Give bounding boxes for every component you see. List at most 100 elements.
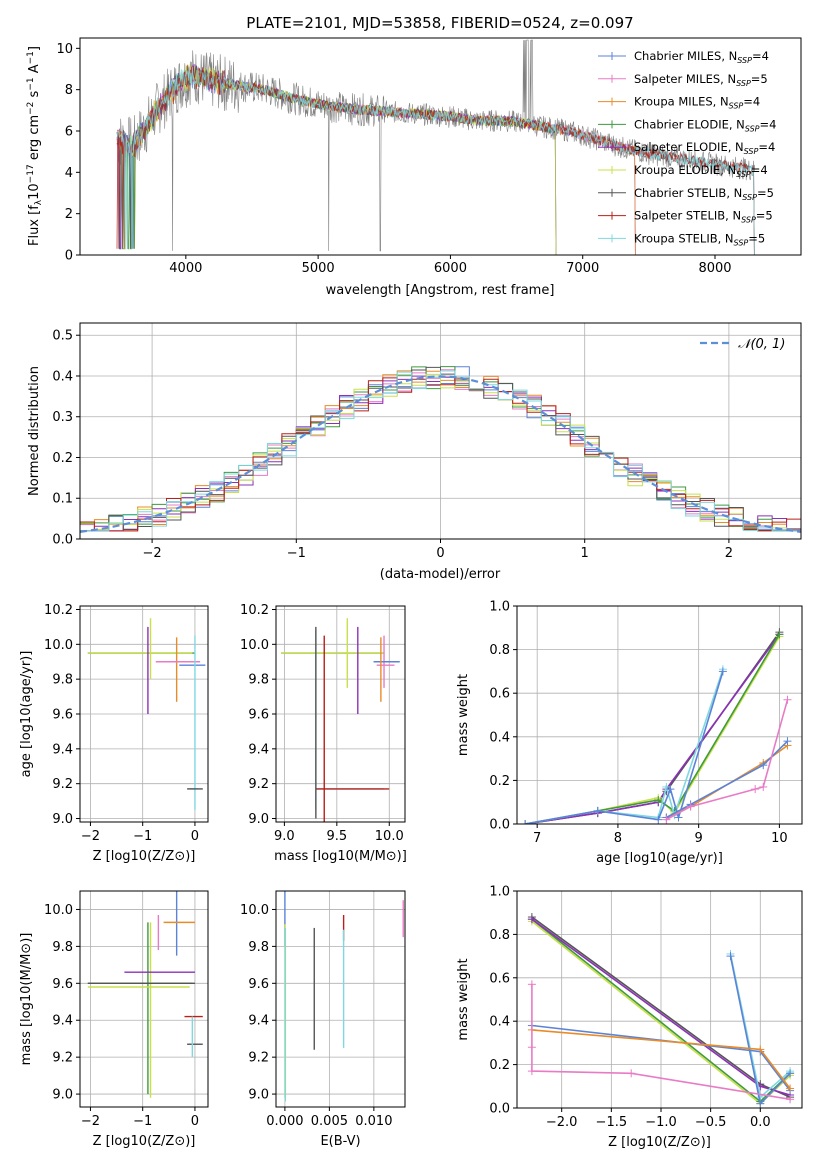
ylabel-part: −1: [26, 51, 36, 64]
legend-sub: SSP: [736, 79, 751, 88]
age_vs_mass-ytick-label: 9.4: [248, 742, 269, 757]
weight_vs_age-ytick-label: 0.6: [489, 687, 510, 702]
age_vs_Z-ytick-label: 10.0: [44, 638, 73, 653]
weight_vs_age-marks: [521, 628, 792, 824]
legend-count: =5: [748, 231, 765, 245]
weight_vs_age-panel: 7 8 9 10 0.0 0.2 0.4 0.6 0.8 1.0 age [log10(age/yr…: [456, 600, 803, 866]
legend-name: Salpeter ELODIE, N: [634, 140, 744, 154]
weight_vs_Z-ytick-label: 1.0: [489, 885, 510, 900]
legend-count: =5: [757, 186, 774, 200]
weight_vs_Z-xtick-label: −2.0: [546, 1115, 578, 1130]
legend-name: Kroupa STELIB, N: [634, 231, 734, 245]
residual-histograms: [80, 366, 801, 533]
mass_vs_ebv-xtick-label: 0.000: [266, 1114, 303, 1129]
legend-label-2: Kroupa MILES, NSSP=4: [634, 95, 760, 111]
mass_vs_Z-frame: [79, 890, 209, 1108]
age_vs_mass-panel: 9.0 9.5 10.0 9.0 9.2 9.4 9.6 9.8 10.0 10.2 mass [l…: [240, 603, 407, 864]
legend-label-7: Salpeter STELIB, NSSP=5: [634, 209, 773, 225]
weight_vs_Z-ylabel: mass weight: [456, 958, 471, 1040]
age_vs_mass-ytick-label: 9.2: [248, 777, 269, 792]
mass_vs_Z-ytick-label: 10.0: [44, 903, 73, 918]
weight_vs_age-line-1: [524, 633, 781, 824]
spectrum-frame: [79, 37, 802, 256]
spectrum-panel: PLATE=2101, MJD=53858, FIBERID=0524, z=0…: [26, 14, 802, 298]
age_vs_Z-ytick-label: 9.2: [52, 777, 73, 792]
residual-panel: (data-model)/error Normed distribution −…: [27, 322, 802, 582]
age_vs_mass-marks: [281, 618, 400, 822]
residual-ytick-label: 0.4: [52, 369, 73, 384]
weight_vs_Z-frame: [516, 890, 803, 1109]
spectrum-xlabel: wavelength [Angstrom, rest frame]: [326, 283, 555, 298]
spectrum-xtick-label: 5000: [302, 261, 335, 276]
legend-sub: SSP: [736, 170, 751, 179]
weight_vs_Z-xtick-label: −0.5: [695, 1115, 727, 1130]
residual-xtick-label: −1: [287, 546, 306, 561]
ylabel-part: −2: [26, 102, 36, 115]
weight_vs_age-line-2: [524, 636, 781, 824]
legend-name: Kroupa ELODIE, N: [634, 163, 736, 177]
model-line-1: [116, 66, 636, 255]
weight_vs_age-line-5: [524, 671, 724, 824]
mass_vs_ebv-ytick-label: 9.0: [248, 1088, 269, 1103]
ylabel-part: A: [27, 64, 42, 77]
spectrum-lines: [116, 39, 755, 255]
age_vs_mass-xtick-label: 9.5: [326, 829, 347, 844]
mass_vs_ebv-marks: [284, 891, 404, 1102]
age_vs_Z-ytick-label: 10.2: [44, 603, 73, 618]
legend-sub: SSP: [729, 102, 744, 111]
age_vs_Z-ytick-label: 9.4: [52, 742, 73, 757]
mass_vs_ebv-ytick-label: 9.2: [248, 1051, 269, 1066]
weight_vs_Z-ytick-label: 0.4: [489, 1015, 510, 1030]
ylabel-part: erg cm: [27, 115, 42, 164]
ylabel-part: ]: [27, 46, 42, 51]
spectrum-title: PLATE=2101, MJD=53858, FIBERID=0524, z=0…: [246, 14, 633, 32]
legend-sub: SSP: [745, 124, 760, 133]
legend-sub: SSP: [737, 56, 752, 65]
legend-count: =4: [752, 49, 769, 63]
age_vs_Z-ytick-label: 9.8: [52, 673, 73, 688]
mass_vs_Z-ylabel: mass [log10(M/M⊙)]: [19, 933, 34, 1066]
mass_vs_ebv-xtick-label: 0.010: [355, 1114, 392, 1129]
weight_vs_Z-panel: −2.0 −1.5 −1.0 −0.5 0.0 0.0 0.2 0.4 0.6 0.8 1.0 Z […: [456, 885, 803, 1150]
residual-xtick-label: −2: [143, 546, 162, 561]
age_vs_mass-frame: [275, 605, 406, 823]
gaussian-curve: [80, 375, 801, 533]
legend-label-8: Kroupa STELIB, NSSP=5: [634, 231, 765, 247]
mass_vs_ebv-panel: 0.000 0.005 0.010 9.0 9.2 9.4 9.6 9.8 10.0 E(B-V): [240, 890, 406, 1149]
mass_vs_ebv-ytick-label: 10.0: [240, 903, 269, 918]
spectrum-ytick-label: 4: [65, 166, 73, 181]
mass_vs_ebv-frame: [275, 890, 406, 1108]
weight_vs_Z-xlabel: Z [log10(Z/Z⊙)]: [608, 1135, 711, 1150]
mass_vs_Z-xtick-label: −1: [133, 1114, 152, 1129]
age_vs_Z-ytick-label: 9.0: [52, 812, 73, 827]
ylabel-part: −17: [26, 164, 36, 183]
legend-name: Chabrier ELODIE, N: [634, 117, 745, 131]
residual-legend: 𝒩(0, 1): [700, 337, 785, 352]
legend-sub: SSP: [744, 147, 759, 156]
residual-hist-5: [80, 373, 801, 532]
weight_vs_Z-ytick-label: 0.8: [489, 928, 510, 943]
legend-name: Salpeter MILES, N: [634, 72, 736, 86]
legend-label-3: Chabrier ELODIE, NSSP=4: [634, 117, 776, 133]
age_vs_mass-xlabel: mass [log10(M/M⊙)]: [274, 849, 407, 864]
legend-label-1: Salpeter MILES, NSSP=5: [634, 72, 768, 88]
weight_vs_age-xtick-label: 10: [771, 831, 788, 846]
age_vs_Z-marks: [87, 618, 206, 810]
weight_vs_Z-marks: [527, 913, 795, 1108]
weight_vs_Z-ytick-label: 0.6: [489, 971, 510, 986]
residual-xtick-label: 0: [436, 546, 444, 561]
mass_vs_Z-xtick-label: 0: [191, 1114, 199, 1129]
weight_vs_Z-xtick-label: −1.0: [645, 1115, 677, 1130]
weight_vs_age-line-7: [666, 740, 789, 819]
mass_vs_Z-ytick-label: 9.2: [52, 1051, 73, 1066]
weight_vs_age-xtick-label: 9: [695, 831, 703, 846]
age_vs_mass-ytick-label: 9.6: [248, 708, 269, 723]
weight_vs_age-line-4: [524, 668, 724, 824]
residual-xtick-label: 1: [581, 546, 589, 561]
model-line-0: [116, 67, 636, 255]
spectrum-ytick-label: 0: [65, 249, 73, 264]
spectrum-ytick-label: 8: [65, 83, 73, 98]
weight_vs_age-xtick-label: 7: [533, 831, 541, 846]
age_vs_Z-ylabel: age [log10(age/yr)]: [19, 651, 34, 778]
age_vs_mass-ytick-label: 10.2: [240, 603, 269, 618]
